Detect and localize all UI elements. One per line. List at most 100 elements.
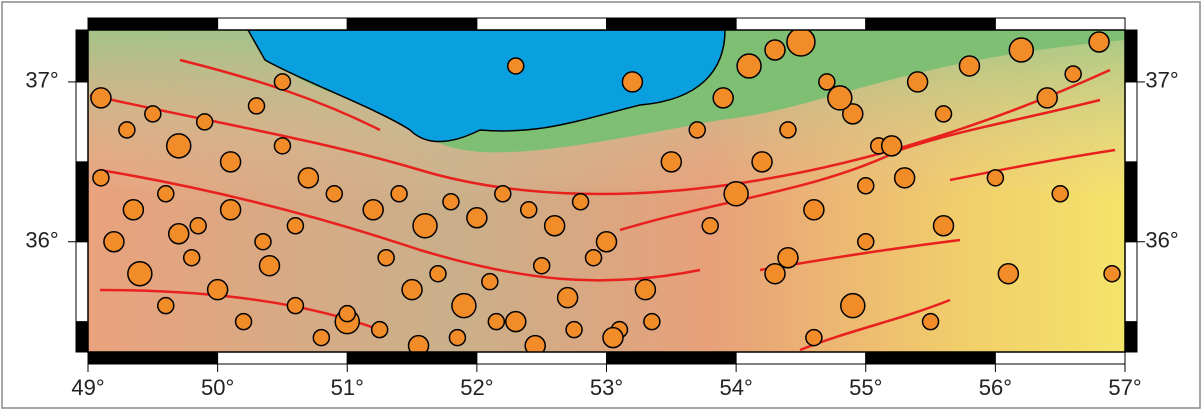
earthquake	[573, 194, 589, 210]
earthquake	[987, 170, 1003, 186]
earthquake	[506, 312, 526, 332]
frame-bar	[1125, 242, 1137, 322]
frame-bar	[995, 352, 1125, 364]
earthquake	[274, 138, 290, 154]
x-tick-label: 54°	[719, 375, 752, 400]
earthquake	[661, 152, 681, 172]
page: {"chart_data": { "type": "map", "xlim": …	[0, 0, 1203, 411]
earthquake	[603, 328, 623, 348]
earthquake	[765, 264, 785, 284]
earthquake	[895, 168, 915, 188]
earthquake	[858, 234, 874, 250]
x-tick-label: 56°	[979, 375, 1012, 400]
earthquake	[467, 208, 487, 228]
frame-bar	[607, 352, 737, 364]
earthquake	[363, 200, 383, 220]
earthquake	[1052, 186, 1068, 202]
earthquake	[882, 136, 902, 156]
earthquake	[804, 200, 824, 220]
earthquake	[787, 28, 815, 56]
earthquake	[221, 200, 241, 220]
earthquake	[391, 186, 407, 202]
earthquake	[858, 178, 874, 194]
earthquake	[378, 250, 394, 266]
earthquake	[508, 58, 524, 74]
frame-bar	[347, 352, 477, 364]
frame-bar	[88, 352, 218, 364]
earthquake	[841, 294, 865, 318]
earthquake	[597, 232, 617, 252]
earthquake	[169, 224, 189, 244]
earthquake	[184, 250, 200, 266]
frame-bar	[76, 82, 88, 162]
earthquake	[1065, 66, 1081, 82]
earthquake	[259, 256, 279, 276]
earthquake	[413, 214, 437, 238]
earthquake	[145, 106, 161, 122]
earthquake	[635, 280, 655, 300]
earthquake	[737, 54, 761, 78]
earthquake	[93, 170, 109, 186]
frame-bar	[76, 242, 88, 322]
earthquake	[287, 218, 303, 234]
earthquake	[255, 234, 271, 250]
frame-bar	[1125, 322, 1137, 352]
earthquake	[558, 288, 578, 308]
earthquake	[128, 262, 152, 286]
earthquake	[1089, 32, 1109, 52]
earthquake	[402, 280, 422, 300]
earthquake	[158, 186, 174, 202]
frame-bar	[218, 18, 348, 30]
frame-bar	[76, 322, 88, 352]
earthquake	[197, 114, 213, 130]
earthquake	[778, 248, 798, 268]
earthquake	[545, 216, 565, 236]
earthquake	[622, 72, 642, 92]
frame-bar	[76, 30, 88, 82]
map-figure: 49°50°51°52°53°54°55°56°57°36°36°37°37°	[0, 0, 1203, 411]
earthquake	[936, 106, 952, 122]
earthquake	[298, 168, 318, 188]
earthquake	[221, 152, 241, 172]
frame-bar	[995, 18, 1125, 30]
frame-bar	[1125, 162, 1137, 242]
y-tick-label: 37°	[25, 68, 58, 93]
x-tick-label: 51°	[331, 375, 364, 400]
earthquake	[287, 298, 303, 314]
x-tick-label: 52°	[460, 375, 493, 400]
earthquake	[644, 314, 660, 330]
earthquake	[765, 40, 785, 60]
earthquake	[123, 200, 143, 220]
earthquake	[752, 152, 772, 172]
map-area	[88, 28, 1125, 356]
earthquake	[452, 294, 476, 318]
earthquake	[521, 202, 537, 218]
earthquake	[586, 250, 602, 266]
frame-bar	[736, 18, 866, 30]
frame-bar	[76, 162, 88, 242]
earthquake	[934, 216, 954, 236]
frame-bar	[347, 18, 477, 30]
earthquake	[713, 88, 733, 108]
earthquake	[167, 134, 191, 158]
frame-bar	[1125, 30, 1137, 82]
earthquake	[449, 330, 465, 346]
earthquake	[190, 218, 206, 234]
earthquake	[372, 322, 388, 338]
earthquake	[566, 322, 582, 338]
y-tick-label: 36°	[25, 228, 58, 253]
x-tick-label: 53°	[590, 375, 623, 400]
y-tick-label: 37°	[1145, 68, 1178, 93]
earthquake	[339, 306, 355, 322]
earthquake	[1037, 88, 1057, 108]
earthquake	[326, 186, 342, 202]
earthquake	[249, 98, 265, 114]
earthquake	[236, 314, 252, 330]
earthquake	[998, 264, 1018, 284]
frame-bar	[866, 18, 996, 30]
y-tick-label: 36°	[1145, 228, 1178, 253]
earthquake	[702, 218, 718, 234]
earthquake	[488, 314, 504, 330]
x-tick-label: 57°	[1108, 375, 1141, 400]
earthquake	[430, 266, 446, 282]
